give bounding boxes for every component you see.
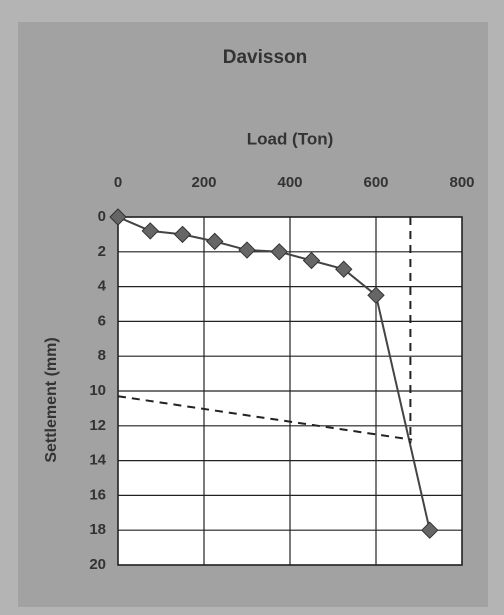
- y-tick-label: 4: [98, 278, 107, 295]
- marker: [173, 225, 192, 244]
- marker: [141, 222, 159, 240]
- marker: [335, 260, 353, 278]
- marker: [109, 208, 127, 226]
- x-tick-label: 600: [363, 174, 388, 191]
- x-tick-label: 800: [449, 174, 474, 191]
- y-tick-label: 14: [89, 452, 106, 469]
- y-tick-label: 12: [89, 417, 106, 434]
- series-line: [117, 216, 431, 531]
- y-tick-label: 6: [98, 312, 106, 329]
- x-tick-label: 400: [277, 174, 302, 191]
- marker: [270, 243, 288, 261]
- dashed-line: [117, 395, 413, 441]
- y-tick-label: 10: [89, 382, 106, 399]
- marker: [206, 232, 224, 251]
- y-tick-label: 20: [89, 556, 106, 573]
- y-tick-label: 2: [98, 243, 106, 260]
- chart-title: Davisson: [223, 47, 307, 68]
- y-axis-title: Settlement (mm): [43, 337, 60, 462]
- y-tick-label: 8: [98, 347, 106, 364]
- y-tick-label: 18: [89, 521, 106, 538]
- x-tick-label: 200: [191, 174, 216, 191]
- marker: [367, 286, 385, 305]
- marker: [421, 521, 439, 539]
- marker: [238, 241, 256, 259]
- x-tick-label: 0: [114, 174, 122, 191]
- y-tick-label: 0: [98, 208, 106, 225]
- x-axis-title: Load (Ton): [247, 129, 334, 148]
- y-tick-label: 16: [89, 486, 106, 503]
- marker: [302, 251, 321, 270]
